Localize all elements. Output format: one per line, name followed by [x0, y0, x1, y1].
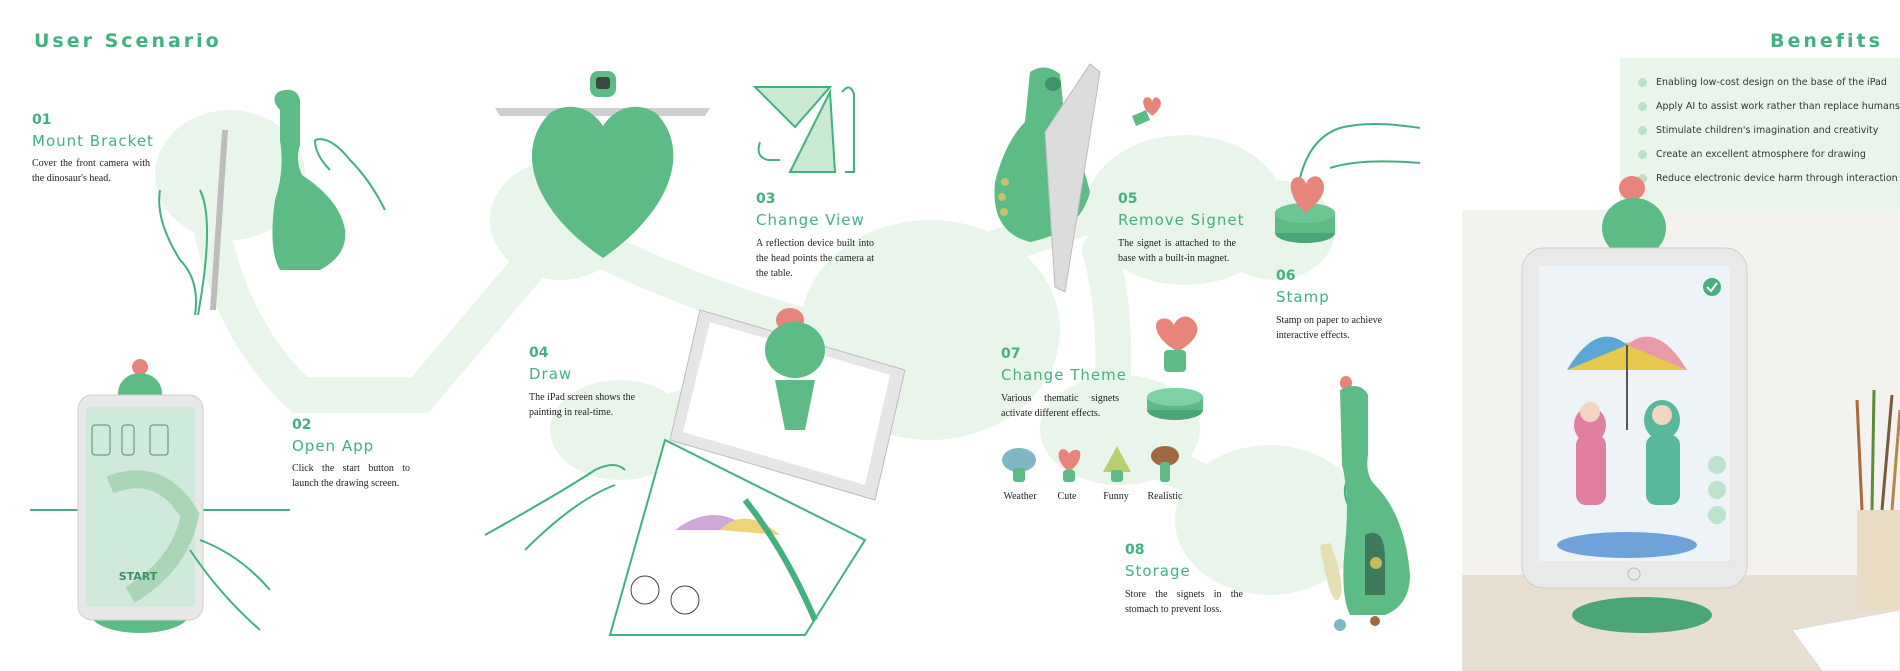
realistic-signet-icon: [1151, 446, 1179, 482]
step-02-desc: Click the start button to launch the dra…: [292, 463, 410, 489]
step-04-desc: The iPad screen shows the painting in re…: [529, 392, 636, 418]
step-01-title: Mount Bracket: [32, 132, 154, 150]
signet-label-weather: Weather: [1003, 491, 1037, 502]
step-06-desc: Stamp on paper to achieve interactive ef…: [1276, 315, 1383, 341]
signet-label-realistic: Realistic: [1147, 491, 1183, 502]
signet-icons: [1002, 446, 1179, 482]
stomach-lid-shape: [1320, 543, 1342, 601]
theme-signet-illustration: [1147, 316, 1203, 420]
paper-pad-shape: [1791, 609, 1900, 671]
mount-bracket-illustration: [158, 89, 386, 316]
benefits-panel: Enabling low-cost design on the base of …: [1620, 58, 1900, 210]
funny-signet-icon: [1103, 446, 1131, 482]
dinosaur-side-shape: [272, 89, 346, 270]
step-08-desc: Store the signets in the stomach to prev…: [1125, 589, 1243, 615]
signet-label-cute: Cute: [1057, 491, 1077, 502]
step-05-title: Remove Signet: [1118, 211, 1245, 229]
ipad-top-shape: [495, 108, 710, 116]
benefit-item: Apply AI to assist work rather than repl…: [1638, 94, 1900, 118]
step-04-title: Draw: [529, 365, 573, 383]
small-signet-icon: [1132, 97, 1161, 126]
storage-illustration: [1320, 376, 1410, 631]
change-view-illustration: [495, 71, 710, 258]
bullet-dot-icon: [1638, 125, 1647, 135]
step-01-desc: Cover the front camera with the dinosaur…: [32, 158, 150, 184]
step-03-title: Change View: [756, 211, 865, 229]
open-app-illustration: START: [30, 359, 290, 633]
step-01-number: 01: [32, 112, 52, 128]
step-08-number: 08: [1125, 542, 1145, 558]
remove-signet-illustration: [994, 63, 1101, 293]
product-photo: [1462, 176, 1900, 671]
step-07-number: 07: [1001, 346, 1021, 362]
benefit-item: Enabling low-cost design on the base of …: [1638, 70, 1900, 94]
weather-signet-icon: [1002, 448, 1036, 482]
benefit-item: Stimulate children's imagination and cre…: [1638, 118, 1900, 142]
step-03-desc: A reflection device built into the head …: [756, 238, 874, 279]
step-05-number: 05: [1118, 191, 1138, 207]
benefit-item: Create an excellent atmosphere for drawi…: [1638, 142, 1900, 166]
heart-stamp-icon: [1290, 176, 1325, 213]
step-07-title: Change Theme: [1001, 366, 1127, 384]
reflection-diagram-icon: [752, 86, 855, 173]
step-02-number: 02: [292, 417, 312, 433]
step-06-title: Stamp: [1276, 288, 1330, 306]
bullet-dot-icon: [1638, 149, 1647, 159]
step-02-title: Open App: [292, 437, 375, 455]
step-03-number: 03: [756, 191, 776, 207]
check-icon: [1703, 278, 1721, 296]
step-06-number: 06: [1276, 268, 1296, 284]
dinosaur-heart-body-shape: [531, 106, 674, 258]
benefits-title: Benefits: [1770, 30, 1883, 52]
bullet-dot-icon: [1638, 101, 1647, 111]
ipad-screen: [1539, 266, 1730, 561]
benefit-item: Reduce electronic device harm through in…: [1638, 166, 1900, 190]
ipad-side-shape: [1044, 63, 1101, 293]
signet-label-funny: Funny: [1103, 491, 1129, 502]
bullet-dot-icon: [1638, 77, 1647, 87]
dinosaur-head-shape: [1602, 198, 1666, 258]
step-07-desc: Various thematic signets activate differ…: [1001, 393, 1119, 419]
user-scenario-title: User Scenario: [34, 30, 222, 52]
start-button[interactable]: START: [119, 570, 158, 583]
pencil-cup-shape: [1857, 510, 1900, 610]
cute-signet-icon: [1058, 449, 1081, 482]
dinosaur-body-shape: [1340, 386, 1410, 615]
bullet-dot-icon: [1638, 173, 1647, 183]
draw-illustration: [484, 308, 906, 636]
stamp-illustration: [1275, 123, 1421, 243]
step-04-number: 04: [529, 345, 549, 361]
ipad-with-dinosaur-shape: [669, 308, 906, 501]
step-08-title: Storage: [1125, 562, 1191, 580]
step-05-desc: The signet is attached to the base with …: [1118, 238, 1236, 264]
ipad-edge-shape: [210, 130, 228, 310]
